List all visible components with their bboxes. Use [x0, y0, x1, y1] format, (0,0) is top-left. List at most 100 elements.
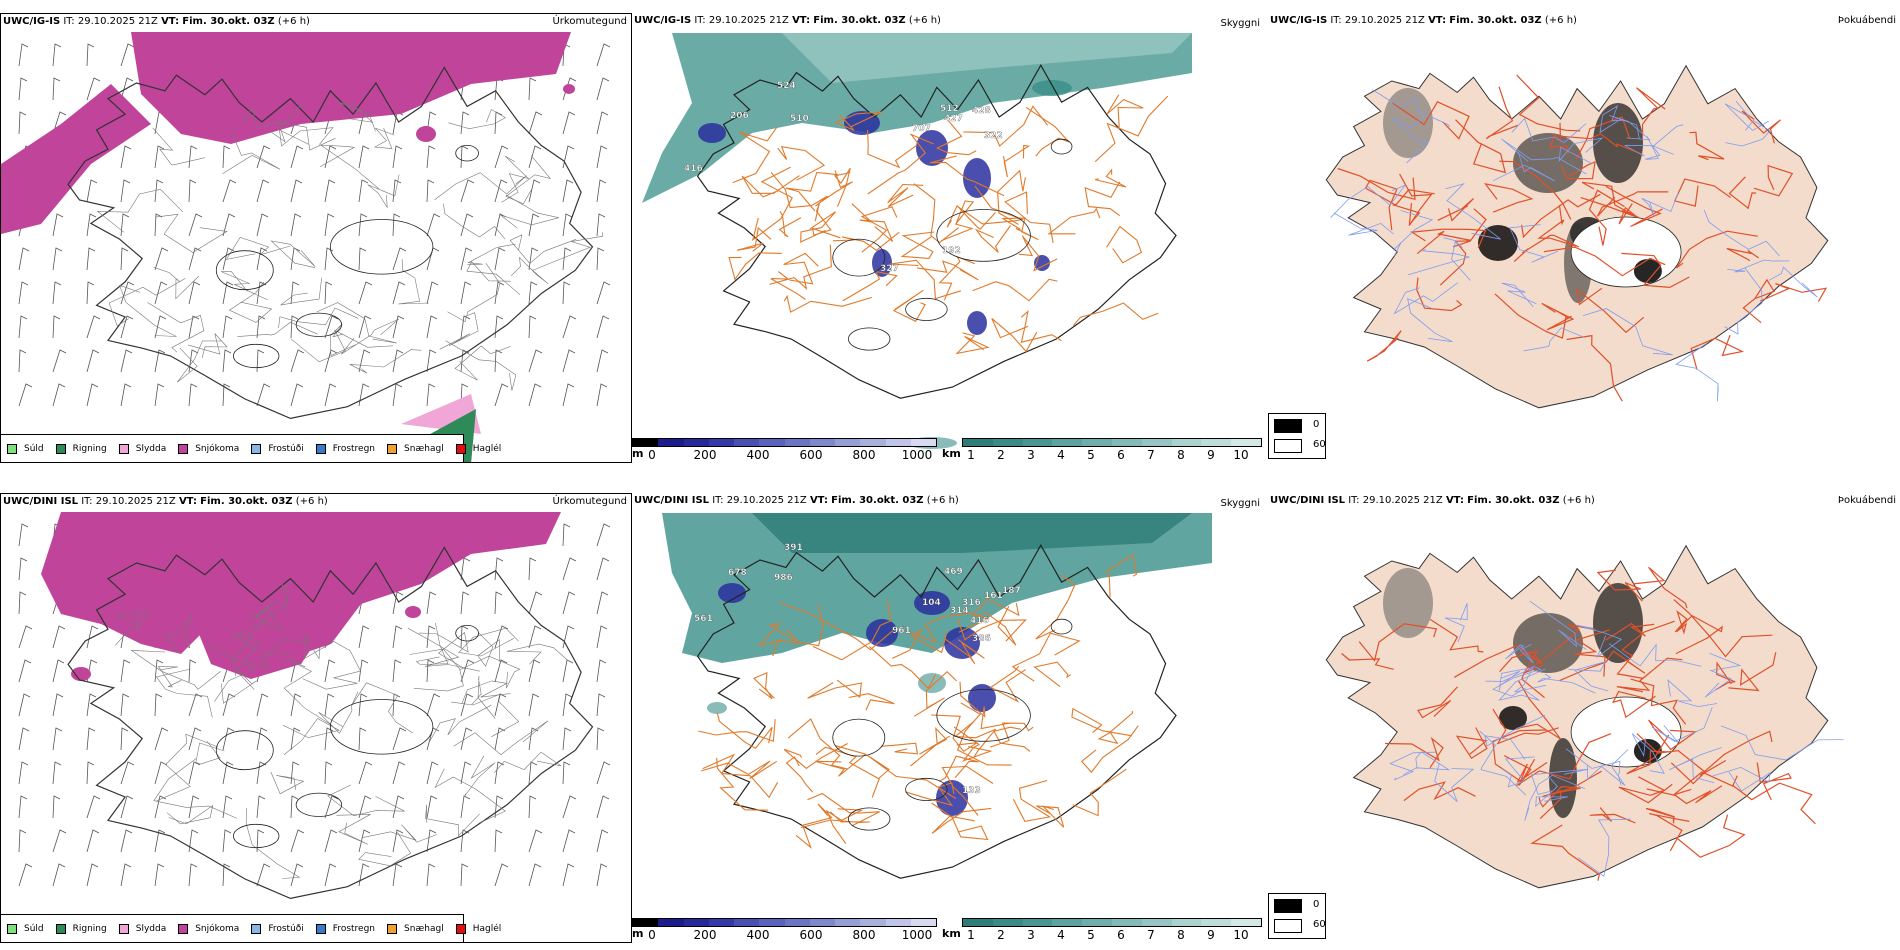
- snow-area: [41, 512, 561, 942]
- it-label: IT:: [81, 496, 93, 507]
- legend-swatch: [387, 923, 398, 934]
- value-label: 416: [684, 164, 703, 174]
- valid-time: Fim. 30.okt. 03Z: [1467, 495, 1560, 506]
- colorbar-tick: 1000: [901, 928, 933, 942]
- colorbar-tick: 7: [1147, 928, 1155, 942]
- value-label: 161: [984, 591, 1003, 601]
- value-label: 561: [694, 614, 713, 624]
- legend-label: Snjókoma: [195, 923, 240, 934]
- fog-map-canvas: [1325, 64, 1829, 409]
- legend-item: Slydda: [118, 923, 167, 934]
- colorbar-tick: 200: [693, 448, 717, 462]
- legend-item: Snjókoma: [178, 443, 240, 454]
- legend-label: Rigning: [72, 923, 107, 934]
- value-label: 133: [962, 786, 981, 796]
- fog-index-map-bottom: UWC/DINI ISL IT: 29.10.2025 21Z VT: Fim.…: [1268, 493, 1900, 943]
- init-time: 29.10.2025 21Z: [95, 496, 176, 507]
- legend-swatch: [55, 443, 66, 454]
- value-label: 510: [790, 114, 809, 124]
- lead-time: (+6 h): [277, 16, 310, 27]
- fog-key-label: 0: [1313, 899, 1320, 910]
- visibility-colorbar: 1 2 3 4 5 6 7 8 9 10: [962, 438, 1262, 462]
- lead-time: (+6 h): [1562, 495, 1595, 506]
- value-label: 428: [972, 106, 991, 116]
- map-title: Úrkomutegund: [552, 16, 627, 27]
- colorbar-tick: 400: [746, 928, 770, 942]
- valid-time: Fim. 30.okt. 03Z: [1449, 15, 1542, 26]
- legend-swatch: [387, 443, 398, 454]
- map-header: UWC/DINI ISL IT: 29.10.2025 21Z VT: Fim.…: [3, 496, 328, 507]
- fog-key-swatch: [1274, 419, 1302, 433]
- value-label: 192: [942, 246, 961, 256]
- colorbar-tick: 2: [997, 448, 1005, 462]
- value-label: 678: [728, 568, 747, 578]
- value-label: 104: [922, 598, 941, 608]
- valid-time: Fim. 30.okt. 03Z: [200, 496, 293, 507]
- legend-item: Snjókoma: [178, 923, 240, 934]
- legend-label: Slydda: [135, 923, 167, 934]
- value-label: 187: [1002, 586, 1021, 596]
- fog-key-swatch: [1274, 899, 1302, 913]
- colorbar-tick: 10: [1233, 928, 1249, 942]
- legend-swatch: [315, 923, 326, 934]
- legend-swatch: [315, 443, 326, 454]
- precip-type-legend: Súld Rigning Slydda Snjókoma Frostúði Frostre…: [1, 914, 501, 942]
- colorbar-tick: 0: [648, 448, 656, 462]
- fog-key-label: 0: [1313, 419, 1320, 430]
- legend-item: Frostregn: [315, 923, 376, 934]
- legend-item: Súld: [7, 923, 44, 934]
- legend-label: Frostúði: [268, 443, 304, 454]
- lead-time: (+6 h): [1544, 15, 1577, 26]
- value-label: 707: [912, 124, 931, 134]
- colorbar-tick: 1000: [901, 448, 933, 462]
- model-name: UWC/DINI ISL: [1270, 495, 1346, 506]
- colorbar-tick: 6: [1117, 928, 1125, 942]
- value-label: 316: [962, 598, 981, 608]
- precip-type-legend: Súld Rigning Slydda Snjókoma Frostúði Frostre…: [1, 434, 501, 462]
- ceiling-colorbar: 0 200 400 600 800 1000: [632, 438, 937, 462]
- legend-item: Slydda: [118, 443, 166, 454]
- legend-label: Snæhagl: [404, 923, 444, 934]
- visibility-unit: km: [942, 927, 961, 940]
- vt-label: VT:: [792, 15, 811, 26]
- legend-item: Rigning: [55, 923, 107, 934]
- colorbar-tick: 800: [852, 448, 876, 462]
- map-title: Skyggni: [1220, 18, 1260, 29]
- low-visibility-area: [662, 513, 1212, 714]
- legend-label: Súld: [24, 923, 44, 934]
- precip-map-canvas: [1, 32, 611, 462]
- colorbar-tick: 2: [997, 928, 1005, 942]
- map-header: UWC/DINI ISL IT: 29.10.2025 21Z VT: Fim.…: [1270, 495, 1595, 506]
- vt-label: VT:: [1428, 15, 1447, 26]
- colorbar-tick: 8: [1177, 448, 1185, 462]
- legend-swatch: [178, 443, 189, 454]
- colorbar-tick: 400: [746, 448, 770, 462]
- legend-label: Frostregn: [332, 923, 376, 934]
- lead-time: (+6 h): [908, 15, 941, 26]
- low-ceiling-area: [718, 583, 996, 816]
- visibility-colorbar: 1 2 3 4 5 6 7 8 9 10: [962, 918, 1262, 942]
- legend-label: Súld: [24, 443, 44, 454]
- value-label: 469: [944, 567, 963, 577]
- legend-label: Snjókoma: [195, 443, 240, 454]
- colorbar-tick: 9: [1207, 448, 1215, 462]
- legend-item: Rigning: [55, 443, 107, 454]
- it-label: IT:: [1348, 495, 1360, 506]
- legend-item: Snæhagl: [387, 443, 444, 454]
- colorbar-tick: 1: [967, 448, 975, 462]
- legend-swatch: [455, 443, 466, 454]
- vt-label: VT:: [1445, 495, 1464, 506]
- model-name: UWC/IG-IS: [3, 16, 61, 27]
- vt-label: VT:: [178, 496, 197, 507]
- legend-label: Rigning: [72, 443, 107, 454]
- fog-index-key: 0 60: [1268, 413, 1326, 459]
- visibility-unit: km: [942, 447, 961, 460]
- value-label: 314: [950, 606, 969, 616]
- visibility-ceiling-map-top: UWC/IG-IS IT: 29.10.2025 21Z VT: Fim. 30…: [632, 13, 1268, 463]
- model-name: UWC/DINI ISL: [634, 495, 710, 506]
- low-ceiling-area: [698, 111, 1050, 335]
- map-title: Skyggni: [1220, 498, 1260, 509]
- fog-map-canvas: [1325, 544, 1844, 889]
- init-time: 29.10.2025 21Z: [1362, 495, 1443, 506]
